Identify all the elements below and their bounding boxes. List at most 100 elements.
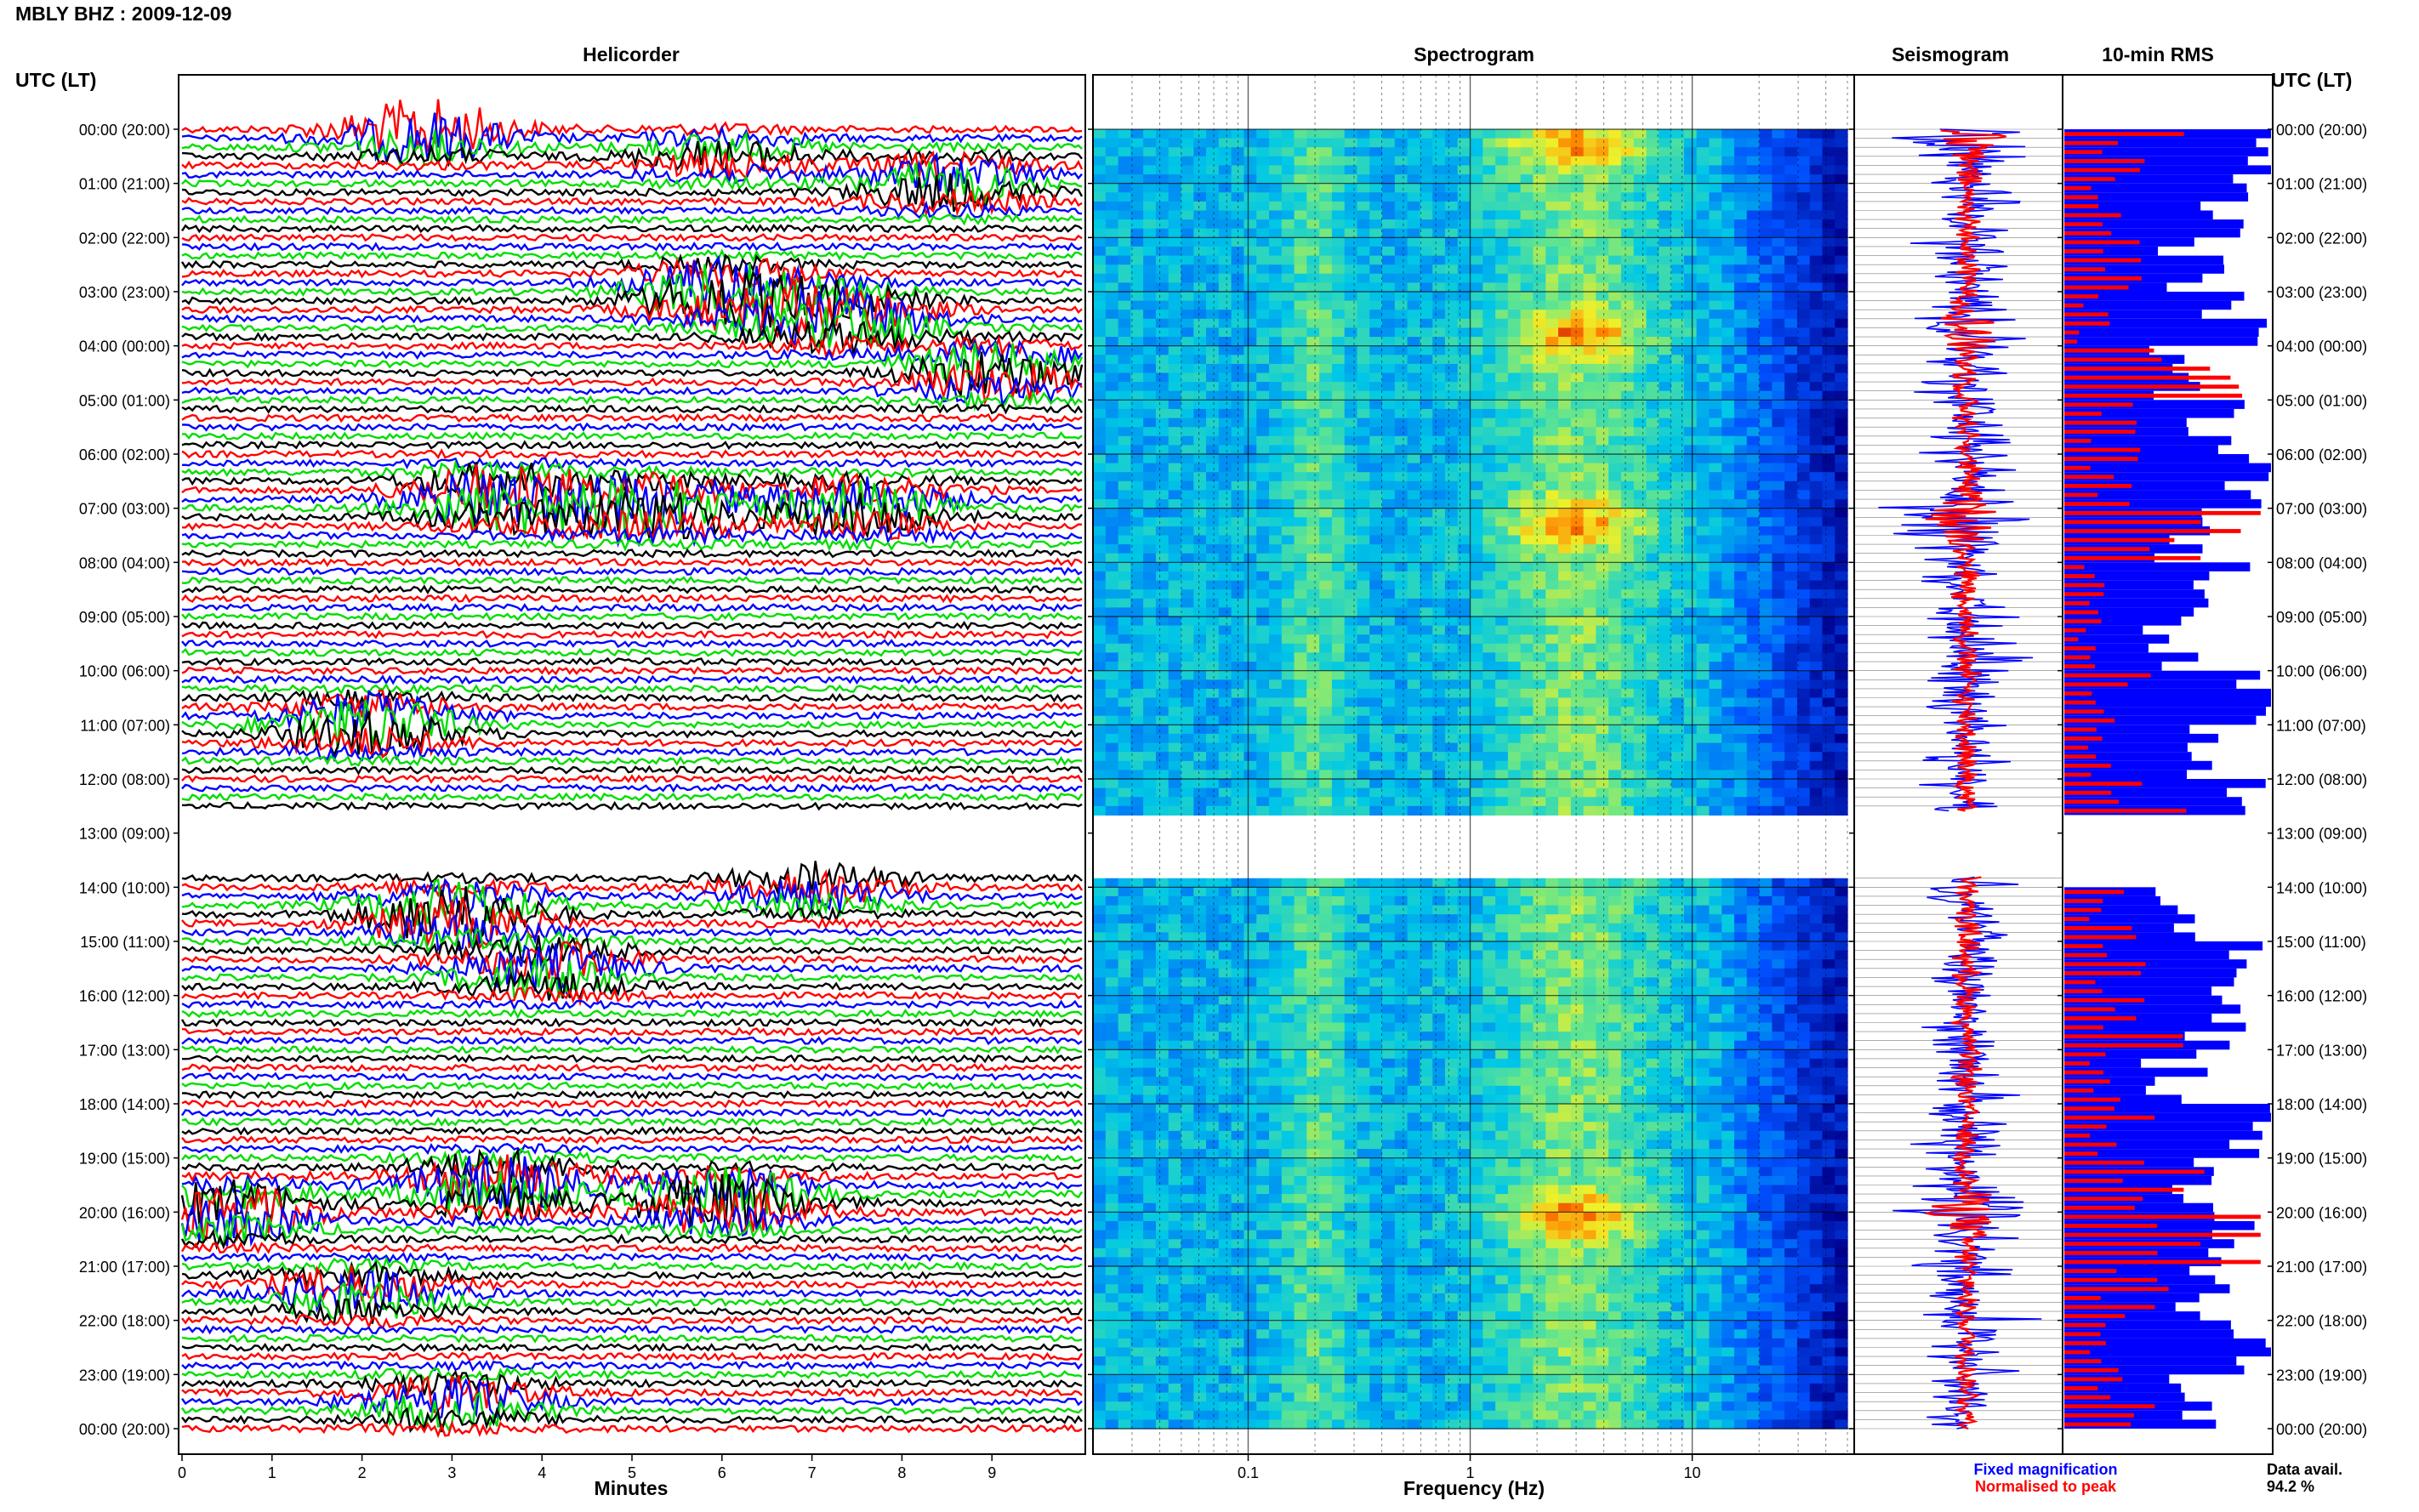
spectrogram-cell <box>1520 372 1534 383</box>
spectrogram-cell <box>1181 472 1194 482</box>
spectrogram-cell <box>1683 562 1698 572</box>
spectrogram-cell <box>1394 327 1409 338</box>
spectrogram-cell <box>1206 544 1220 554</box>
spectrogram-cell <box>1181 725 1194 735</box>
spectrogram-cell <box>1659 535 1672 545</box>
spectrogram-cell <box>1784 418 1798 428</box>
spectrogram-cell <box>1583 805 1597 816</box>
spectrogram-cell <box>1570 363 1585 374</box>
spectrogram-cell <box>1822 652 1836 662</box>
spectrogram-cell <box>1294 752 1307 762</box>
spectrogram-cell <box>1558 480 1572 491</box>
spectrogram-cell <box>1168 390 1182 401</box>
spectrogram-cell <box>1344 571 1358 582</box>
spectrogram-cell <box>1759 273 1773 283</box>
spectrogram-cell <box>1596 625 1609 635</box>
helicorder-trace <box>181 189 1083 218</box>
spectrogram-cell <box>1683 878 1698 888</box>
spectrogram-cell <box>1105 165 1119 175</box>
spectrogram-cell <box>1256 454 1270 464</box>
spectrogram-cell <box>1533 725 1546 735</box>
spectrogram-cell <box>1822 490 1836 500</box>
spectrogram-cell <box>1155 165 1170 175</box>
spectrogram-cell <box>1294 210 1307 220</box>
spectrogram-cell <box>1835 219 1848 230</box>
spectrogram-cell <box>1633 327 1648 338</box>
spectrogram-cell <box>1281 129 1295 139</box>
spectrogram-cell <box>1143 454 1157 464</box>
spectrogram-cell <box>1407 327 1420 338</box>
spectrogram-cell <box>1344 445 1358 455</box>
spectrogram-cell <box>1269 228 1283 238</box>
spectrogram-cell <box>1319 589 1333 600</box>
spectrogram-cell <box>1495 382 1509 392</box>
spectrogram-cell <box>1118 372 1131 383</box>
helicorder-trace <box>181 700 1083 753</box>
spectrogram-cell <box>1646 760 1659 770</box>
spectrogram-cell <box>1256 697 1270 708</box>
spectrogram-cell <box>1168 526 1182 537</box>
spectrogram-cell <box>1407 138 1420 148</box>
spectrogram-cell <box>1683 408 1698 419</box>
spectrogram-cell <box>1118 300 1131 310</box>
spectrogram-cell <box>1722 129 1735 139</box>
spectrogram-cell <box>1244 408 1257 419</box>
spectrogram-cell <box>1432 625 1446 635</box>
spectrogram-cell <box>1533 878 1546 888</box>
spectrogram-cell <box>1105 219 1119 230</box>
spectrogram-cell <box>1143 219 1157 230</box>
spectrogram-cell <box>1809 905 1824 915</box>
spectrogram-cell <box>1796 192 1811 202</box>
spectrogram-cell <box>1570 625 1585 635</box>
spectrogram-cell <box>1620 292 1635 302</box>
spectrogram-cell <box>1671 760 1685 770</box>
spectrogram-cell <box>1596 779 1609 789</box>
spectrogram-cell <box>1809 589 1824 600</box>
spectrogram-cell <box>1746 463 1761 473</box>
spectrogram-cell <box>1331 472 1346 482</box>
spectrogram-cell <box>1822 418 1836 428</box>
spectrogram-cell <box>1683 805 1698 816</box>
spectrogram-cell <box>1545 228 1559 238</box>
spectrogram-cell <box>1369 327 1383 338</box>
spectrogram-cell <box>1633 598 1648 608</box>
spectrogram-cell <box>1558 382 1572 392</box>
spectrogram-cell <box>1344 634 1358 645</box>
spectrogram-cell <box>1570 895 1585 907</box>
spectrogram-cell <box>1796 219 1811 230</box>
helicorder-trace <box>181 1312 1083 1330</box>
spectrogram-cell <box>1181 300 1194 310</box>
spectrogram-cell <box>1118 725 1131 735</box>
spectrogram-cell <box>1155 138 1170 148</box>
spectrogram-cell <box>1507 400 1522 410</box>
spectrogram-cell <box>1570 337 1585 347</box>
spectrogram-cell <box>1130 607 1144 617</box>
spectrogram-cell <box>1344 264 1358 275</box>
spectrogram-cell <box>1331 688 1346 699</box>
spectrogram-cell <box>1319 156 1333 166</box>
spectrogram-cell <box>1130 445 1144 455</box>
spectrogram-cell <box>1244 255 1257 265</box>
spectrogram-cell <box>1269 237 1283 247</box>
spectrogram-cell <box>1835 652 1848 662</box>
spectrogram-cell <box>1331 337 1346 347</box>
spectrogram-cell <box>1659 418 1672 428</box>
helicorder-trace <box>181 537 1083 552</box>
spectrogram-cell <box>1432 878 1446 888</box>
spectrogram-cell <box>1620 598 1635 608</box>
spectrogram-cell <box>1772 400 1785 410</box>
spectrogram-cell <box>1822 571 1836 582</box>
spectrogram-cell <box>1319 192 1333 202</box>
spectrogram-cell <box>1281 183 1295 193</box>
spectrogram-cell <box>1520 219 1534 230</box>
spectrogram-cell <box>1093 372 1107 383</box>
spectrogram-cell <box>1772 454 1785 464</box>
spectrogram-cell <box>1256 174 1270 185</box>
spectrogram-cell <box>1444 499 1459 509</box>
spectrogram-cell <box>1143 210 1157 220</box>
spectrogram-cell <box>1733 400 1748 410</box>
spectrogram-cell <box>1281 480 1295 491</box>
spectrogram-cell <box>1470 355 1483 365</box>
spectrogram-cell <box>1772 427 1785 437</box>
spectrogram-cell <box>1306 174 1320 185</box>
